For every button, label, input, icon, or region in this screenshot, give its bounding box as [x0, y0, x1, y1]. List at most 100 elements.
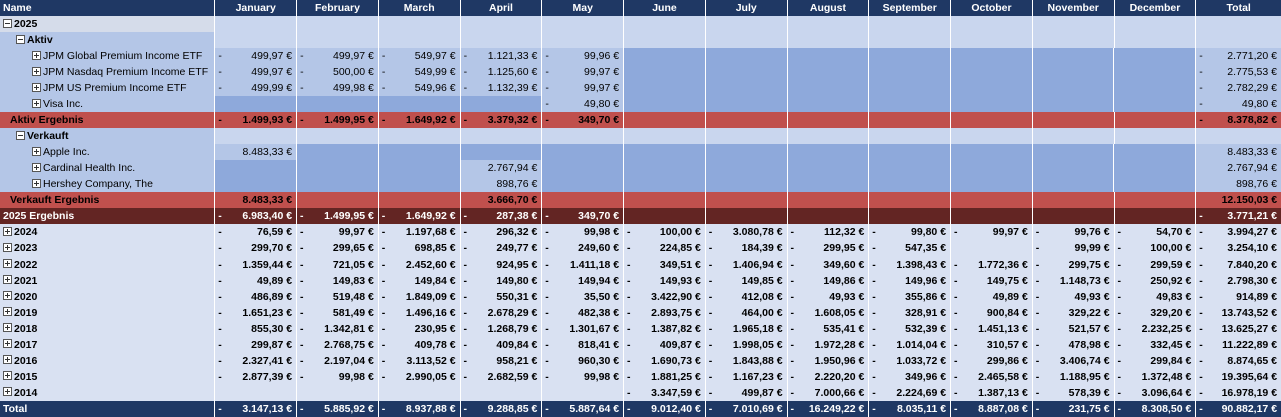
- column-header-march[interactable]: March: [379, 0, 461, 17]
- collapse-icon[interactable]: [16, 34, 25, 44]
- column-header-name[interactable]: Name: [0, 0, 216, 17]
- value-cell: - 1.499,93 €: [215, 112, 298, 129]
- value-cell: [624, 192, 706, 209]
- value-cell: - 3.347,59 €: [624, 384, 706, 401]
- year-row-2017: 2017-299,87 € -2.768,75 € -409,78 € -409,84…: [0, 336, 1281, 353]
- value-cell: [706, 176, 788, 193]
- value-cell: - 1.496,16 €: [379, 304, 461, 321]
- value-cell: [869, 80, 951, 97]
- expand-icon[interactable]: [3, 291, 12, 301]
- value-cell: - 8.308,50 €: [1115, 400, 1197, 417]
- item-label: JPM Global Premium Income ETF: [0, 48, 216, 65]
- column-header-april[interactable]: April: [461, 0, 543, 17]
- dash-marker: -: [463, 210, 468, 223]
- value-text: 924,95 €: [496, 258, 538, 271]
- value-cell: - 1.843,88 €: [706, 352, 788, 369]
- value-cell: [869, 64, 951, 81]
- column-header-july[interactable]: July: [706, 0, 788, 17]
- empty-cell: [297, 32, 379, 49]
- dash-marker: -: [790, 386, 795, 399]
- total-cell: - 19.395,64 €: [1196, 369, 1281, 385]
- expand-icon[interactable]: [32, 147, 41, 156]
- dash-marker: -: [463, 306, 468, 319]
- expand-icon[interactable]: [32, 163, 41, 173]
- expand-icon[interactable]: [32, 82, 41, 92]
- dash-marker: -: [300, 242, 304, 255]
- expand-icon[interactable]: [3, 387, 12, 397]
- year-label: 2021: [0, 272, 216, 289]
- year-label: 2025: [0, 16, 216, 33]
- total-cell: - 13.625,27 €: [1196, 321, 1281, 337]
- dash-marker: -: [708, 274, 713, 287]
- expand-icon[interactable]: [3, 323, 12, 333]
- value-text: 2.767,94 €: [487, 162, 538, 175]
- value-text: 355,86 €: [905, 290, 947, 303]
- expand-icon[interactable]: [32, 179, 41, 189]
- column-header-total[interactable]: Total: [1226, 2, 1251, 14]
- value-cell: - 549,99 €: [378, 64, 461, 81]
- value-text: 549,99 €: [414, 66, 456, 79]
- expand-icon[interactable]: [32, 98, 41, 108]
- column-header-november[interactable]: November: [1033, 0, 1115, 17]
- column-header-june[interactable]: June: [624, 0, 706, 17]
- dash-marker: -: [381, 274, 386, 287]
- expand-icon[interactable]: [3, 371, 12, 381]
- value-text: 1.014,04 €: [896, 338, 947, 351]
- list-item: JPM US Premium Income ETF -499,99 € -499,9…: [0, 80, 1281, 97]
- expand-icon[interactable]: [3, 339, 12, 349]
- year-label: 2016: [0, 352, 216, 369]
- expand-icon[interactable]: [3, 275, 12, 285]
- total-cell: - 3.771,21 €: [1196, 208, 1281, 224]
- value-cell: [1033, 80, 1115, 97]
- value-cell: - 550,31 €: [461, 288, 543, 305]
- expand-icon[interactable]: [32, 66, 41, 76]
- collapse-icon[interactable]: [3, 18, 12, 28]
- value-cell: - 299,65 €: [297, 240, 379, 257]
- value-text: 818,41 €: [578, 338, 620, 351]
- value-cell: - 112,32 €: [788, 224, 870, 241]
- value-text: 1.965,18 €: [732, 322, 783, 335]
- total-cell: 898,76 €: [1196, 176, 1281, 193]
- column-header-february[interactable]: February: [297, 0, 379, 17]
- column-header-august[interactable]: August: [788, 0, 870, 17]
- value-cell: [788, 112, 870, 129]
- column-header-december[interactable]: December: [1115, 0, 1197, 17]
- total-cell: - 2.771,20 €: [1196, 48, 1281, 65]
- grand-total-row: Total -3.147,13 € -5.885,92 € -8.937,88 € -9…: [0, 400, 1281, 417]
- value-text: 409,87 €: [659, 338, 701, 351]
- column-header-january[interactable]: January: [215, 0, 298, 17]
- dash-marker: -: [1199, 210, 1203, 223]
- value-cell: [297, 160, 379, 177]
- total-cell: - 8.874,65 €: [1196, 353, 1281, 369]
- expand-icon[interactable]: [3, 259, 12, 269]
- collapse-icon[interactable]: [16, 130, 25, 140]
- value-text: 2.768,75 €: [324, 338, 374, 351]
- empty-cell: [1114, 128, 1197, 145]
- total-cell: - 2.782,29 €: [1196, 80, 1281, 97]
- value-cell: - 499,99 €: [215, 80, 298, 97]
- dash-marker: -: [545, 338, 549, 351]
- expand-icon[interactable]: [3, 243, 12, 253]
- value-text: 2.220,20 €: [814, 370, 865, 383]
- column-header-september[interactable]: September: [869, 0, 952, 17]
- dash-marker: -: [1199, 386, 1203, 399]
- group-label-text: Verkauft: [27, 130, 69, 143]
- value-cell: - 1.197,68 €: [379, 224, 461, 241]
- expand-icon[interactable]: [32, 50, 41, 60]
- dash-marker: -: [627, 258, 631, 271]
- dash-marker: -: [218, 258, 222, 271]
- column-header-may[interactable]: May: [542, 0, 625, 17]
- dash-marker: -: [218, 322, 222, 335]
- expand-icon[interactable]: [3, 307, 12, 317]
- column-header-october[interactable]: October: [951, 0, 1033, 17]
- value-cell: - 299,70 €: [215, 240, 298, 257]
- value-cell: - 960,30 €: [542, 352, 625, 369]
- year-label: 2022: [0, 256, 216, 273]
- value-cell: [379, 144, 461, 161]
- total-cell: 2.767,94 €: [1196, 160, 1281, 177]
- value-text: 5.885,92 €: [324, 402, 374, 415]
- total-cell: - 11.222,89 €: [1196, 337, 1281, 353]
- expand-icon[interactable]: [3, 355, 12, 365]
- expand-icon[interactable]: [3, 227, 12, 237]
- value-text: 9.012,40 €: [651, 402, 701, 415]
